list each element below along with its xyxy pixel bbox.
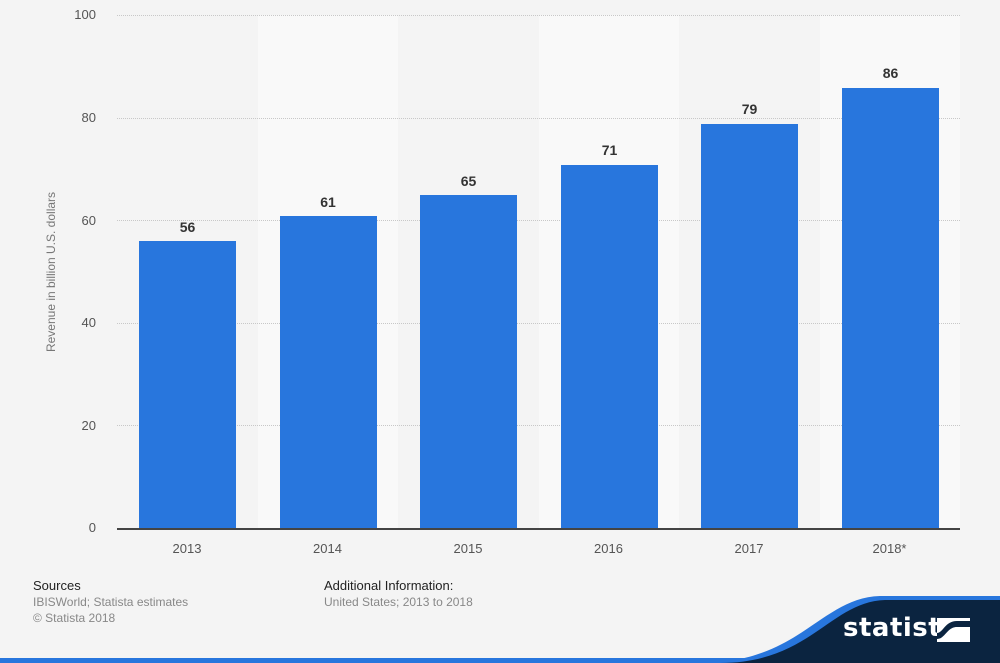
brand-wave — [0, 596, 1000, 663]
y-tick-label: 20 — [81, 418, 96, 433]
y-tick-label: 80 — [81, 110, 96, 125]
gridline-40 — [117, 322, 960, 324]
bar-value-label: 71 — [601, 142, 618, 158]
statista-logo-icon — [937, 618, 970, 642]
gridline-100 — [117, 15, 960, 16]
additional-info-text: United States; 2013 to 2018 — [324, 595, 473, 609]
bar-value-label: 56 — [179, 219, 196, 235]
x-axis-line — [117, 528, 960, 530]
additional-info-heading: Additional Information: — [324, 578, 454, 593]
y-tick-label: 60 — [81, 213, 96, 228]
bar-2014 — [280, 215, 377, 528]
bar-value-label: 86 — [882, 65, 899, 81]
bar-value-label: 79 — [741, 101, 758, 117]
bar-value-label: 65 — [460, 173, 477, 189]
gridline-20 — [117, 425, 960, 427]
bar-2018 — [842, 87, 939, 528]
y-tick-label: 100 — [74, 7, 96, 22]
plot-area: 56 61 65 71 79 86 — [117, 15, 960, 530]
sources-heading: Sources — [33, 578, 81, 593]
x-tick-label: 2017 — [734, 541, 764, 556]
gridline-60 — [117, 220, 960, 222]
bar-value-label: 61 — [320, 194, 336, 210]
y-tick-label: 0 — [88, 520, 96, 535]
copyright-text: © Statista 2018 — [33, 611, 116, 625]
bar-2013 — [139, 241, 236, 528]
x-tick-label: 2013 — [172, 541, 202, 556]
y-axis-title: Revenue in billion U.S. dollars — [44, 191, 58, 353]
bar-2015 — [420, 195, 517, 528]
x-tick-label: 2015 — [453, 541, 483, 556]
y-tick-label: 40 — [81, 315, 96, 330]
x-tick-label: 2018* — [872, 541, 907, 556]
bar-2016 — [561, 164, 658, 528]
gridline-80 — [117, 117, 960, 119]
x-tick-label: 2014 — [313, 541, 342, 556]
bar-2017 — [701, 123, 798, 528]
x-tick-label: 2016 — [594, 541, 623, 556]
sources-text[interactable]: IBISWorld; Statista estimates — [33, 595, 189, 609]
